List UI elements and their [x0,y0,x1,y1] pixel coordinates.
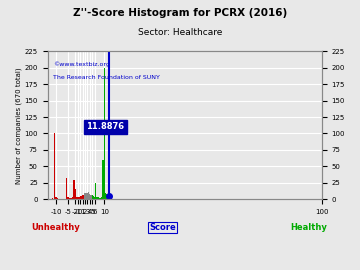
Bar [80,196,81,199]
Bar [103,160,104,199]
Bar [84,193,86,199]
Bar [72,197,73,199]
Bar [69,198,70,199]
Text: Unhealthy: Unhealthy [31,223,80,232]
Bar [100,198,101,199]
Bar [104,68,105,199]
Bar [57,198,58,199]
Bar [96,197,98,199]
Bar [101,197,103,199]
Text: ©www.textbiz.org: ©www.textbiz.org [53,62,110,67]
Bar [95,183,96,199]
Bar [55,197,57,199]
Bar [73,180,75,199]
Bar [59,198,60,199]
Bar [98,197,99,199]
Bar [58,198,59,199]
Bar [81,196,82,199]
Bar [87,193,88,199]
Bar [89,194,90,199]
Text: The Research Foundation of SUNY: The Research Foundation of SUNY [53,75,160,80]
Bar [99,198,100,199]
Text: Score: Score [149,223,176,232]
Bar [83,195,84,199]
Bar [71,198,72,199]
Text: Z''-Score Histogram for PCRX (2016): Z''-Score Histogram for PCRX (2016) [73,8,287,18]
Bar [67,197,69,199]
Bar [105,193,106,199]
Bar [66,178,67,199]
Text: Sector: Healthcare: Sector: Healthcare [138,28,222,37]
Bar [75,189,76,199]
Bar [49,198,50,199]
Bar [63,198,64,199]
Bar [106,194,107,199]
Bar [77,197,78,199]
Bar [82,195,83,199]
Bar [70,198,71,199]
Bar [54,133,55,199]
Bar [53,198,54,199]
Bar [88,192,89,199]
Bar [65,198,66,199]
Y-axis label: Number of companies (670 total): Number of companies (670 total) [15,67,22,184]
Bar [52,198,53,199]
Bar [94,197,95,199]
Text: Healthy: Healthy [291,223,327,232]
Text: 11.8876: 11.8876 [86,122,125,131]
Bar [91,195,93,199]
Bar [78,197,80,199]
Bar [90,195,91,199]
Bar [62,198,63,199]
Bar [50,198,52,199]
Bar [76,197,77,199]
Bar [64,198,65,199]
Bar [86,193,87,199]
Bar [93,196,94,199]
Bar [48,198,49,199]
Bar [60,198,62,199]
